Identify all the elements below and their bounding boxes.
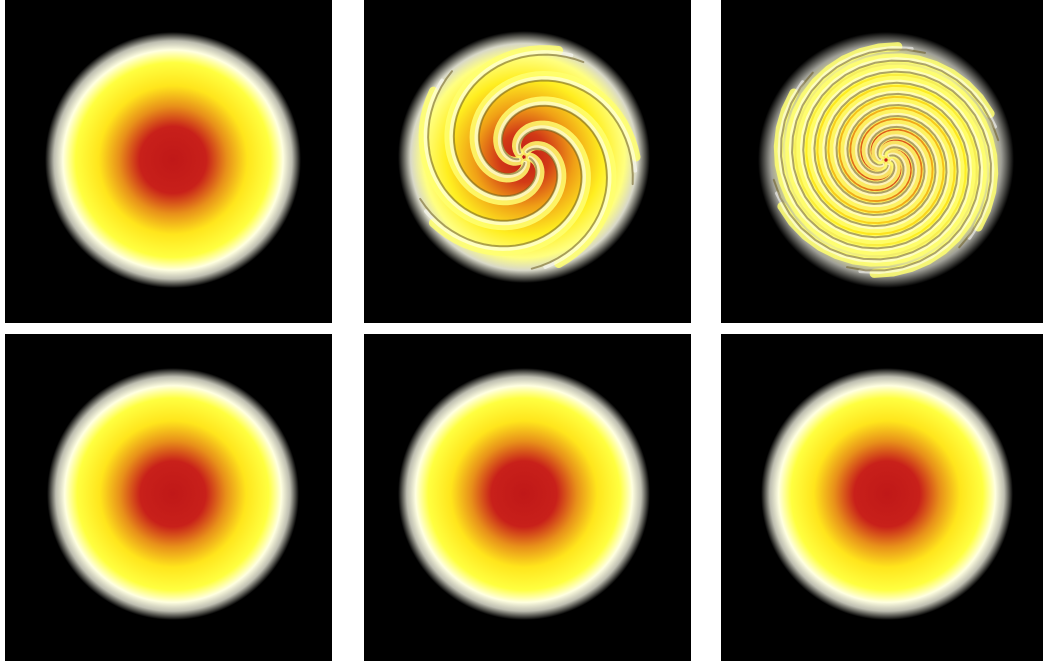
blob-disc	[45, 32, 301, 288]
panel-top-left-blob	[5, 0, 332, 323]
swirl-arm	[799, 57, 997, 230]
panel-bottom-middle-blob	[364, 334, 691, 661]
swirl-arm	[811, 68, 995, 240]
radial-blob-graphic	[761, 368, 1013, 620]
swirl-arm	[474, 75, 638, 178]
blob-disc	[47, 368, 299, 620]
swirl-arm	[777, 80, 961, 252]
swirl-arm	[813, 70, 992, 249]
radial-blob-graphic	[398, 368, 650, 620]
radial-blob-graphic	[47, 368, 299, 620]
blob-disc	[398, 368, 650, 620]
swirl-arms	[418, 45, 641, 270]
swirl-arm	[824, 81, 981, 272]
swirl-arm	[452, 53, 585, 198]
swirl-arms	[772, 42, 1000, 278]
radial-blob-graphic	[45, 32, 301, 288]
panel-top-right-swirl	[721, 0, 1043, 323]
swirl-arm	[775, 90, 973, 263]
swirl-arm	[500, 104, 608, 270]
swirl-graphic	[398, 31, 650, 283]
swirl-arm	[822, 79, 984, 275]
swirl-arm	[419, 128, 583, 248]
swirl-arm	[772, 92, 970, 261]
panel-bottom-left-blob	[5, 334, 332, 661]
panel-top-middle-swirl	[364, 0, 691, 323]
blob-disc	[761, 368, 1013, 620]
swirl-arm	[802, 59, 1000, 228]
swirl-arm	[423, 78, 562, 226]
swirl-arm	[791, 48, 948, 239]
swirl-arm	[497, 101, 612, 269]
swirl-graphic	[758, 32, 1014, 288]
swirl-arm	[424, 125, 586, 251]
swirl-arm	[449, 50, 574, 201]
swirl-arm	[780, 71, 959, 250]
swirl-arm	[788, 45, 950, 241]
swirl-arm	[477, 79, 634, 186]
swirl-arm	[427, 70, 559, 222]
panel-bottom-right-blob	[721, 334, 1043, 661]
